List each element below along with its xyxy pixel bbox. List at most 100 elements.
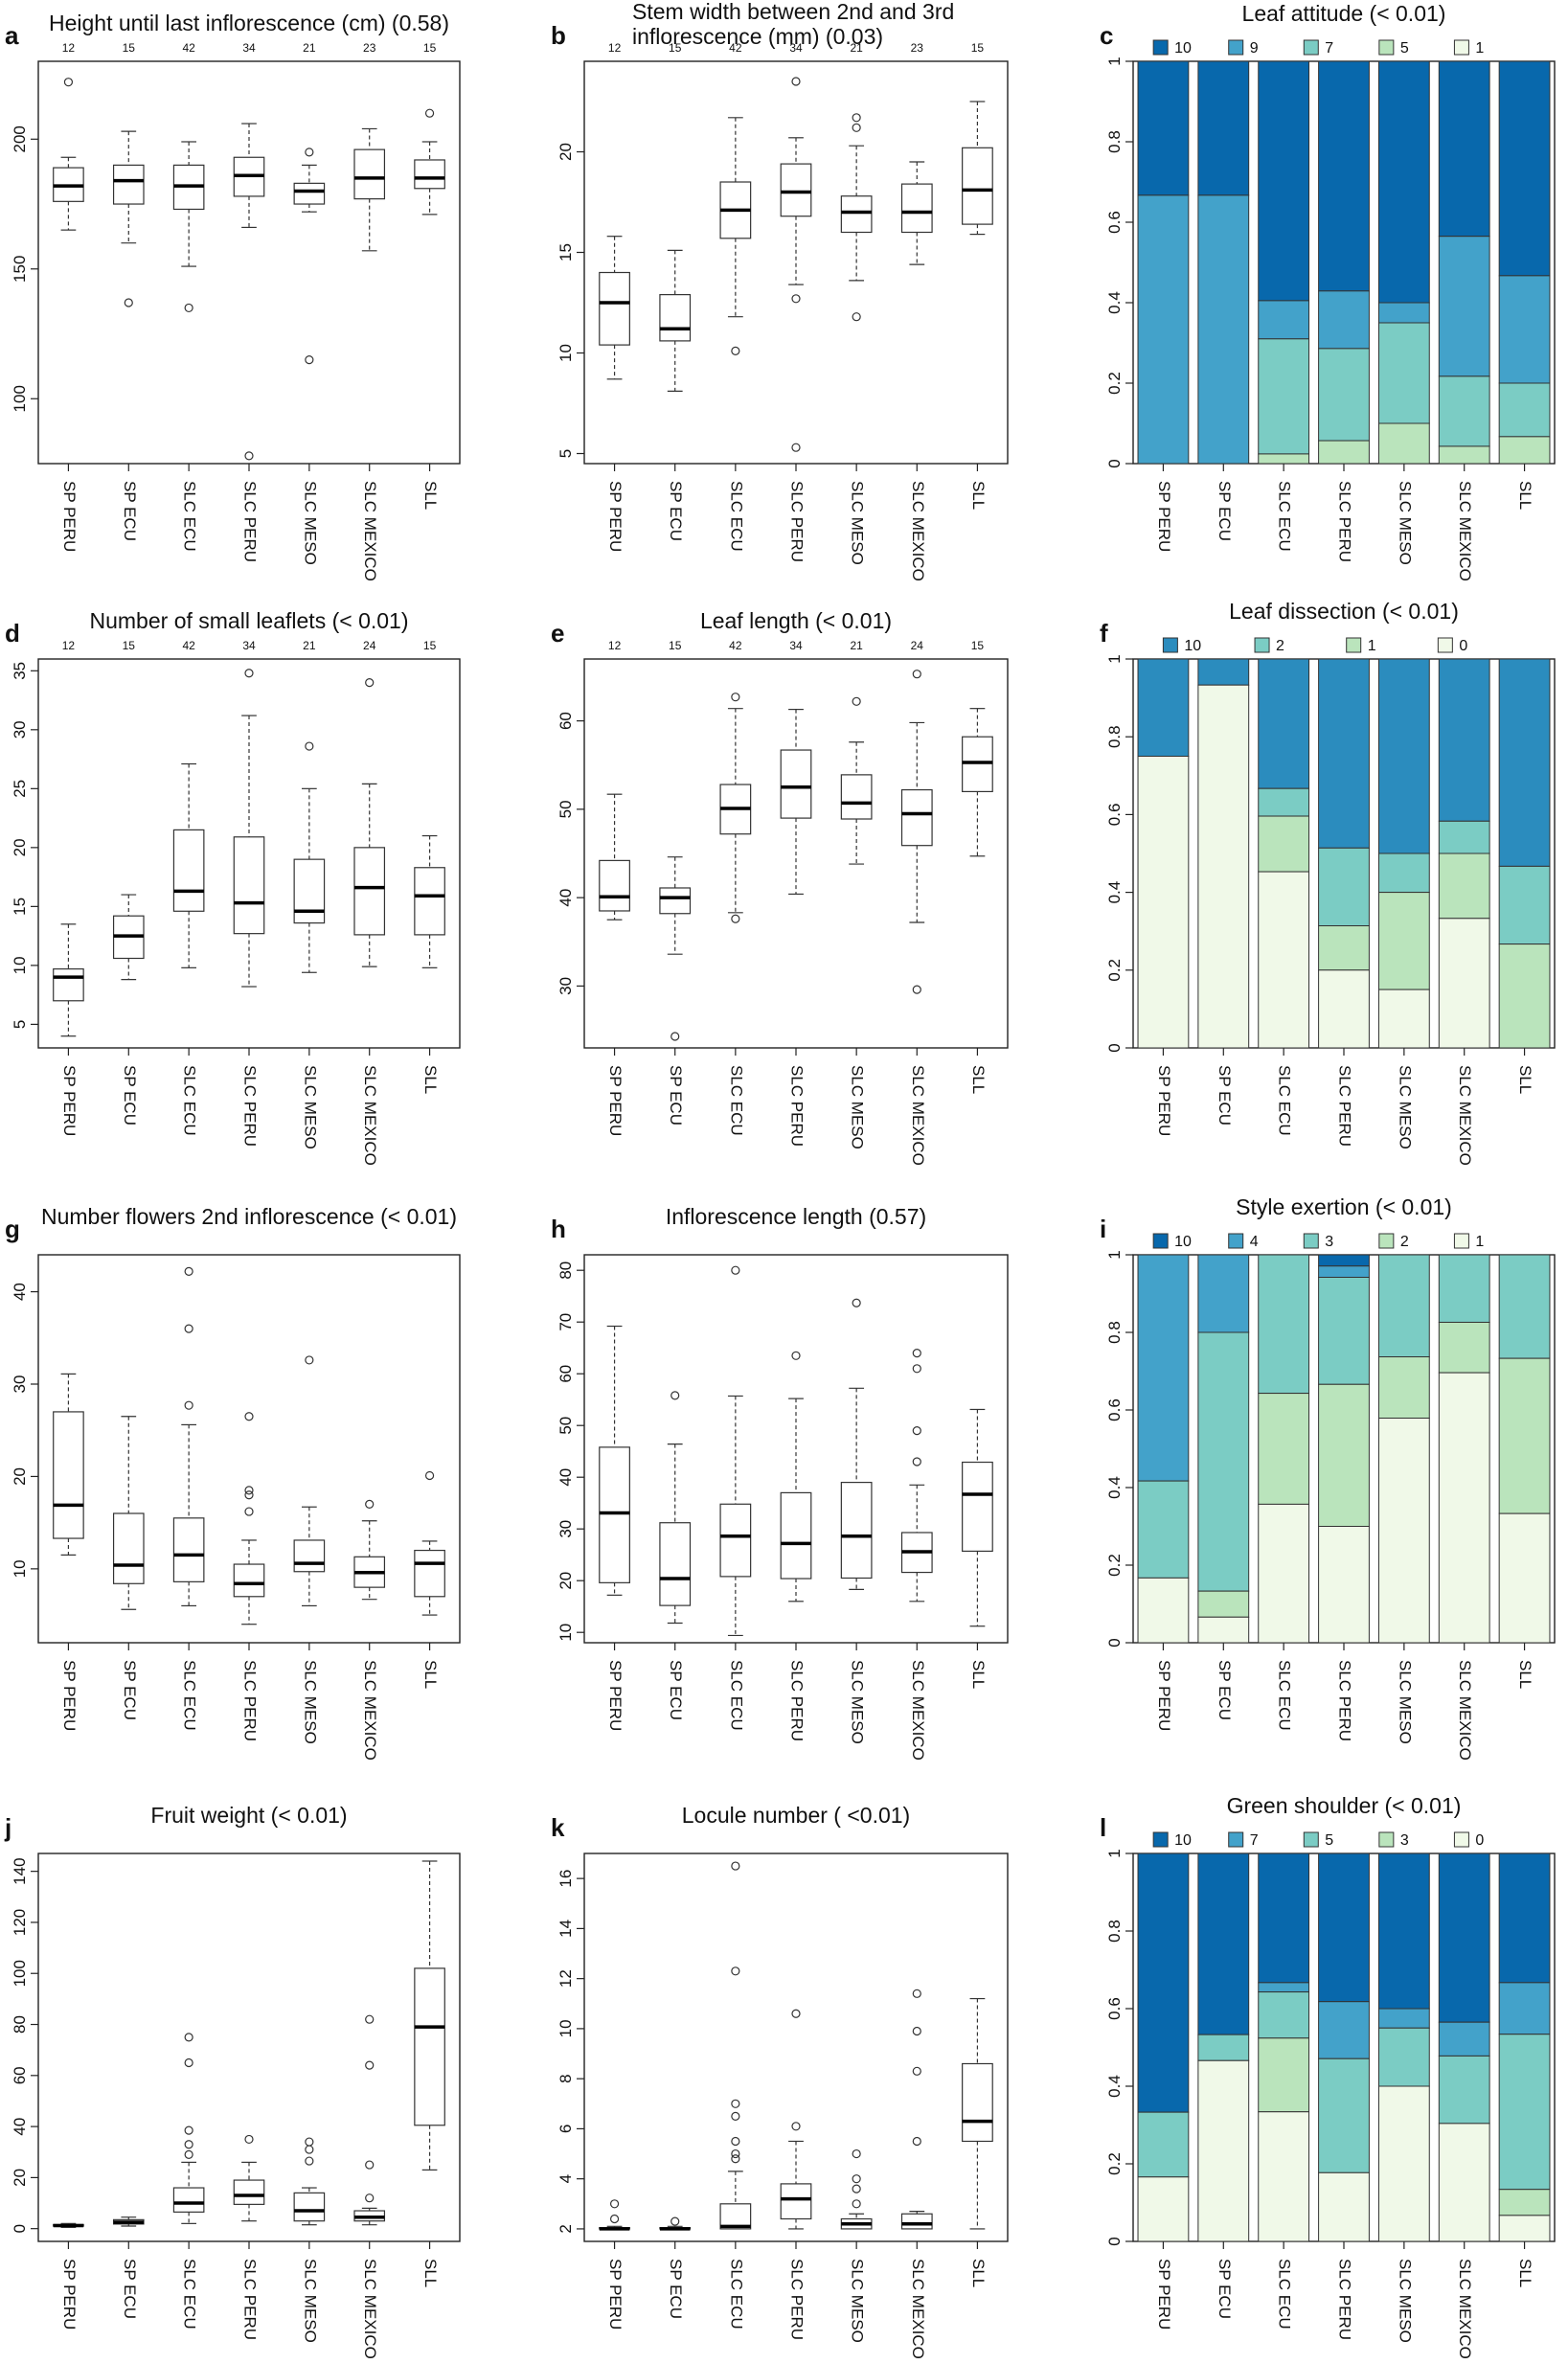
y-tick-label: 0.4 bbox=[1105, 881, 1124, 904]
box-4 bbox=[233, 669, 265, 988]
bar-segment bbox=[1438, 1254, 1490, 1323]
x-category-label: SP PERU bbox=[60, 481, 79, 552]
bar-segment bbox=[1318, 847, 1370, 927]
x-category-label: SLC PERU bbox=[788, 1065, 807, 1147]
bar-segment bbox=[1258, 60, 1310, 302]
stacked-bar-1 bbox=[1137, 60, 1190, 465]
bar-segment bbox=[1137, 1853, 1190, 2113]
y-tick-label: 0.2 bbox=[1105, 959, 1124, 982]
y-tick-label: 10 bbox=[557, 1624, 575, 1642]
outlier-point bbox=[365, 2194, 375, 2203]
y-tick-label: 10 bbox=[11, 1559, 29, 1578]
box-iqr bbox=[659, 1522, 692, 1606]
y-tick-label: 50 bbox=[557, 800, 575, 818]
legend-label: 10 bbox=[1184, 638, 1201, 654]
bar-segment bbox=[1438, 2021, 1490, 2057]
outlier-point bbox=[852, 312, 861, 322]
box-7 bbox=[962, 708, 993, 857]
stacked-bar-3 bbox=[1258, 658, 1310, 1049]
x-category-label: SLC MEXICO bbox=[361, 1660, 379, 1761]
box-iqr bbox=[962, 1461, 993, 1553]
bar-segment bbox=[1318, 440, 1370, 465]
y-tick-label: 0 bbox=[1105, 459, 1124, 467]
outlier-point bbox=[912, 1348, 921, 1358]
outlier-point bbox=[244, 451, 254, 461]
x-category-label: SLC MESO bbox=[1396, 1660, 1414, 1744]
y-tick-label: 0 bbox=[11, 2224, 29, 2233]
panel-letter: h bbox=[551, 1215, 566, 1243]
box-1 bbox=[53, 923, 84, 1037]
y-tick-label: 10 bbox=[557, 2019, 575, 2037]
y-tick-label: 80 bbox=[557, 1262, 575, 1280]
x-category-label: SLC ECU bbox=[1276, 2259, 1294, 2330]
legend-swatch bbox=[1453, 1831, 1469, 1848]
legend-label: 4 bbox=[1250, 1234, 1259, 1250]
sample-size-label: 21 bbox=[303, 41, 316, 55]
y-tick-label: 0.2 bbox=[1105, 1554, 1124, 1577]
box-5 bbox=[293, 741, 326, 973]
outlier-point bbox=[912, 1457, 921, 1466]
outlier-point bbox=[912, 2136, 921, 2147]
bar-segment bbox=[1498, 436, 1551, 465]
stacked-bar-2 bbox=[1197, 658, 1250, 1049]
legend-swatch bbox=[1303, 1233, 1319, 1249]
x-category-label: SLC PERU bbox=[1336, 1065, 1354, 1147]
y-tick-label: 60 bbox=[557, 1365, 575, 1383]
y-tick-label: 0 bbox=[1105, 2237, 1124, 2245]
x-category-label: SLC ECU bbox=[181, 2259, 199, 2330]
x-category-label: SLL bbox=[969, 2259, 988, 2287]
box-5 bbox=[840, 1298, 873, 1590]
outlier-point bbox=[670, 1391, 680, 1400]
box-5 bbox=[293, 1355, 326, 1607]
bar-segment bbox=[1438, 445, 1490, 465]
sample-size-label: 15 bbox=[669, 41, 682, 55]
y-tick-label: 40 bbox=[11, 2118, 29, 2136]
sample-size-label: 23 bbox=[911, 41, 924, 55]
x-category-label: SLC ECU bbox=[181, 1660, 199, 1731]
box-iqr bbox=[53, 967, 84, 1002]
outlier-point bbox=[184, 2125, 193, 2135]
box-2 bbox=[659, 1391, 692, 1625]
x-category-label: SLC PERU bbox=[1336, 1660, 1354, 1741]
bar-segment bbox=[1258, 338, 1310, 455]
bar-segment bbox=[1318, 1853, 1370, 2003]
bar-segment bbox=[1197, 2059, 1250, 2242]
outlier-point bbox=[305, 355, 314, 365]
box-iqr bbox=[780, 749, 812, 819]
outlier-point bbox=[244, 1412, 254, 1421]
bar-segment bbox=[1377, 892, 1430, 990]
bar-segment bbox=[1197, 1616, 1250, 1644]
box-1 bbox=[53, 1373, 84, 1556]
box-6 bbox=[353, 678, 386, 967]
bar-segment bbox=[1377, 2085, 1430, 2242]
bar-segment bbox=[1258, 658, 1310, 789]
x-category-label: SP PERU bbox=[606, 481, 625, 552]
legend-label: 10 bbox=[1174, 40, 1192, 57]
bar-segment bbox=[1438, 852, 1490, 920]
bar-segment bbox=[1137, 1577, 1190, 1644]
x-category-label: SLL bbox=[421, 1660, 440, 1689]
box-iqr bbox=[840, 195, 873, 234]
box-6 bbox=[900, 1989, 933, 2230]
box-iqr bbox=[353, 847, 386, 936]
stacked-bar-1 bbox=[1137, 658, 1190, 1049]
bar-segment bbox=[1498, 275, 1551, 384]
legend-swatch bbox=[1453, 39, 1469, 56]
box-7 bbox=[414, 1860, 445, 2171]
stacked-bar-5 bbox=[1377, 60, 1430, 465]
x-category-label: SLC MEXICO bbox=[909, 2259, 927, 2359]
box-iqr bbox=[172, 2187, 205, 2213]
x-category-label: SLC MEXICO bbox=[909, 1065, 927, 1166]
legend-label: 1 bbox=[1475, 40, 1484, 57]
stacked-bar-3 bbox=[1258, 60, 1310, 465]
outlier-point bbox=[670, 2216, 680, 2226]
outlier-point bbox=[852, 1298, 861, 1307]
y-tick-label: 8 bbox=[557, 2074, 575, 2082]
legend-swatch bbox=[1152, 1831, 1169, 1848]
legend-label: 1 bbox=[1368, 638, 1376, 654]
bar-segment bbox=[1258, 1853, 1310, 1984]
bar-segment bbox=[1498, 1357, 1551, 1514]
bar-segment bbox=[1438, 236, 1490, 377]
outlier-point bbox=[791, 2009, 801, 2018]
outlier-point bbox=[365, 2014, 375, 2024]
